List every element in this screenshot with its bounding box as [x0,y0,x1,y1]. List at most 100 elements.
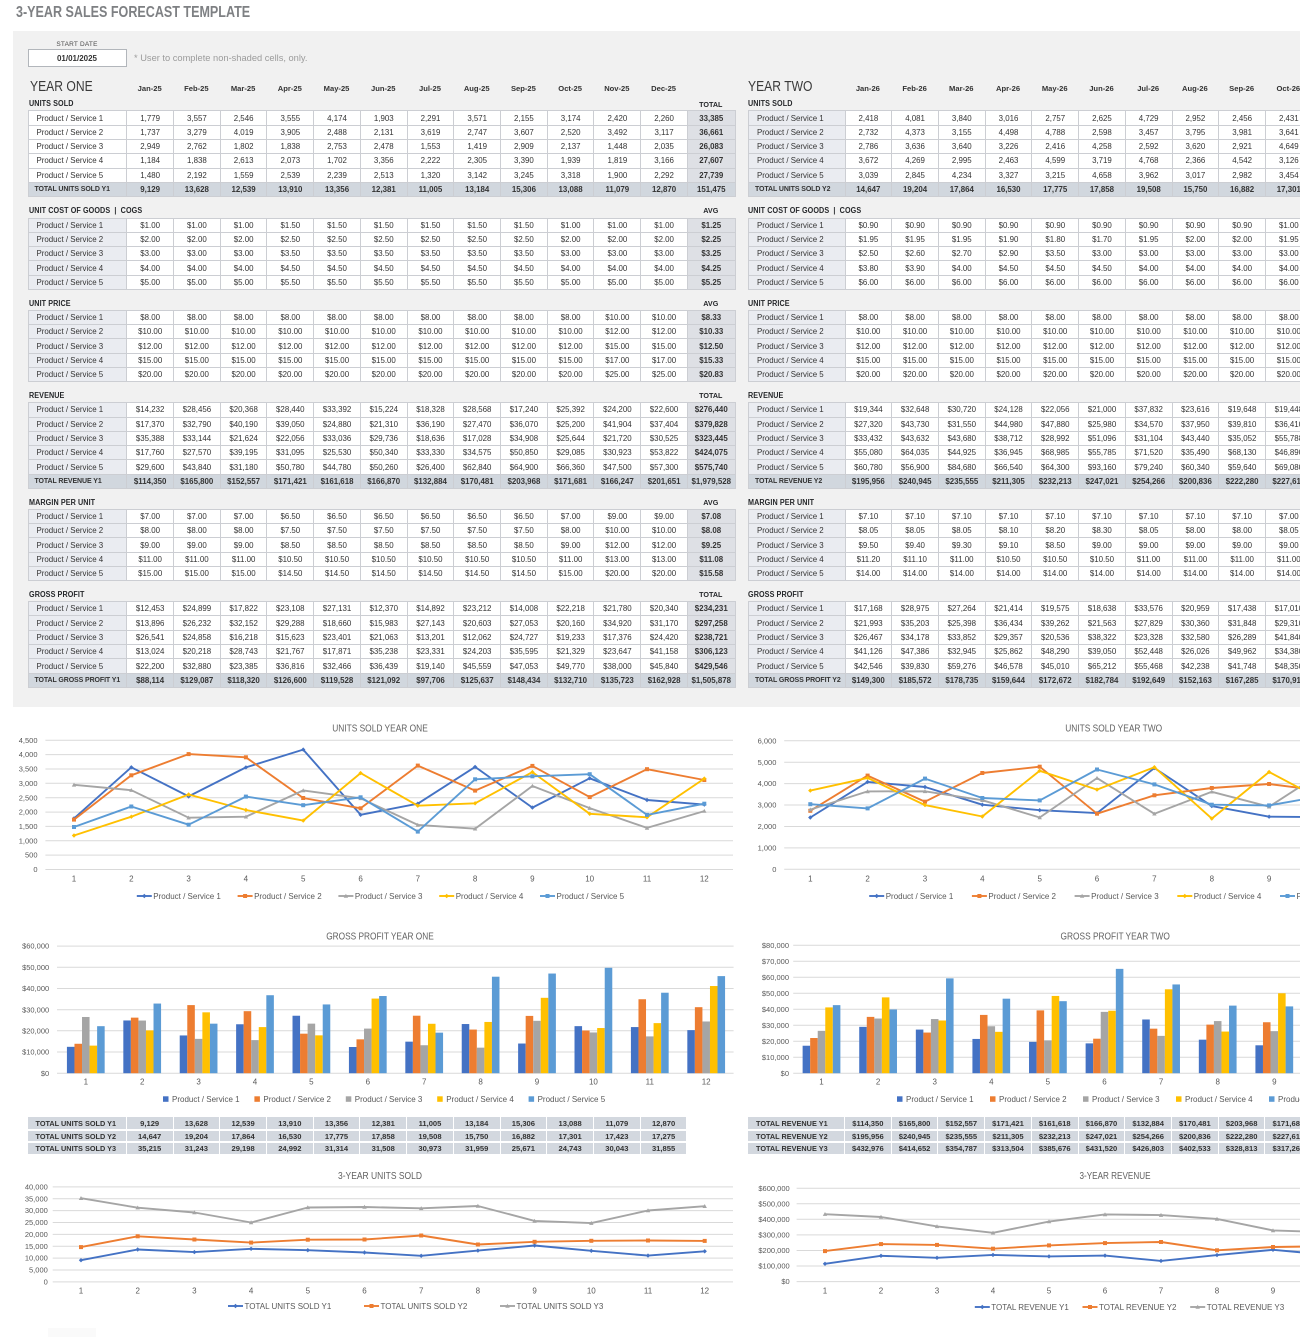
svg-text:2: 2 [135,1287,140,1296]
svg-text:6: 6 [1102,1078,1107,1087]
svg-text:$10,000: $10,000 [22,1048,49,1057]
svg-text:$0: $0 [781,1277,789,1286]
svg-text:3-YEAR REVENUE: 3-YEAR REVENUE [1080,1171,1151,1182]
svg-text:5,000: 5,000 [758,758,777,767]
svg-text:7: 7 [416,875,421,884]
svg-text:5: 5 [309,1078,314,1087]
svg-text:7: 7 [1159,1078,1164,1087]
svg-text:3: 3 [192,1287,197,1296]
svg-text:$200,000: $200,000 [758,1246,789,1255]
svg-text:25,000: 25,000 [25,1218,48,1227]
svg-text:Product / Service 5: Product / Service 5 [1278,1095,1300,1104]
svg-text:7: 7 [1152,875,1157,884]
svg-text:8: 8 [473,875,478,884]
svg-text:TOTAL UNITS SOLD Y1: TOTAL UNITS SOLD Y1 [245,1302,332,1311]
svg-text:3,500: 3,500 [19,765,38,774]
svg-text:3: 3 [923,875,928,884]
svg-text:10,000: 10,000 [25,1254,48,1263]
svg-text:4: 4 [253,1078,258,1087]
svg-text:UNITS SOLD YEAR ONE: UNITS SOLD YEAR ONE [332,724,428,735]
svg-text:TOTAL UNITS SOLD Y3: TOTAL UNITS SOLD Y3 [517,1302,604,1311]
svg-text:$60,000: $60,000 [762,973,789,982]
svg-text:$400,000: $400,000 [758,1215,789,1224]
svg-text:Product / Service 1: Product / Service 1 [886,892,954,901]
svg-text:3,000: 3,000 [19,779,38,788]
svg-text:$20,000: $20,000 [22,1026,49,1035]
svg-text:2,500: 2,500 [19,793,38,802]
svg-text:Product / Service 3: Product / Service 3 [1092,1095,1160,1104]
svg-text:1: 1 [84,1078,89,1087]
svg-text:2: 2 [879,1287,884,1296]
svg-text:$70,000: $70,000 [762,957,789,966]
svg-text:$300,000: $300,000 [758,1231,789,1240]
svg-text:$20,000: $20,000 [762,1037,789,1046]
svg-text:11: 11 [643,875,652,884]
svg-text:0: 0 [44,1278,48,1287]
svg-text:11: 11 [646,1078,655,1087]
svg-text:10: 10 [587,1287,596,1296]
svg-text:3: 3 [186,875,191,884]
svg-text:$0: $0 [41,1069,49,1078]
svg-text:4: 4 [989,1078,994,1087]
svg-text:1: 1 [819,1078,824,1087]
svg-text:$10,000: $10,000 [762,1053,789,1062]
svg-text:Product / Service 2: Product / Service 2 [263,1095,331,1104]
svg-text:6: 6 [1103,1287,1108,1296]
svg-text:2: 2 [865,875,870,884]
svg-text:10: 10 [589,1078,598,1087]
svg-text:Product / Service 4: Product / Service 4 [456,892,524,901]
svg-text:20,000: 20,000 [25,1230,48,1239]
svg-text:0: 0 [772,865,776,874]
svg-text:6: 6 [358,875,363,884]
svg-text:1: 1 [72,875,77,884]
svg-text:GROSS PROFIT YEAR TWO: GROSS PROFIT YEAR TWO [1061,932,1170,943]
svg-text:1: 1 [823,1287,828,1296]
svg-text:7: 7 [422,1078,427,1087]
svg-text:$30,000: $30,000 [762,1021,789,1030]
svg-text:4,500: 4,500 [19,736,38,745]
svg-text:GROSS PROFIT YEAR ONE: GROSS PROFIT YEAR ONE [326,932,434,943]
svg-text:$30,000: $30,000 [22,1005,49,1014]
svg-text:1,000: 1,000 [758,844,777,853]
svg-text:6: 6 [362,1287,367,1296]
svg-text:1: 1 [808,875,813,884]
svg-text:3-YEAR UNITS SOLD: 3-YEAR UNITS SOLD [338,1171,422,1182]
svg-text:Product / Service 1: Product / Service 1 [153,892,221,901]
svg-text:Product / Service 4: Product / Service 4 [1194,892,1262,901]
svg-text:12: 12 [700,1287,709,1296]
svg-text:4: 4 [980,875,985,884]
svg-text:5: 5 [301,875,306,884]
svg-text:30,000: 30,000 [25,1206,48,1215]
svg-text:11: 11 [644,1287,653,1296]
svg-text:Product / Service 2: Product / Service 2 [999,1095,1067,1104]
svg-text:6: 6 [366,1078,371,1087]
svg-text:8: 8 [478,1078,483,1087]
svg-text:2,000: 2,000 [19,808,38,817]
svg-text:4,000: 4,000 [19,750,38,759]
svg-text:9: 9 [1271,1287,1276,1296]
svg-text:5: 5 [306,1287,311,1296]
svg-text:Product / Service 5: Product / Service 5 [1297,892,1300,901]
svg-text:UNITS SOLD YEAR TWO: UNITS SOLD YEAR TWO [1065,724,1162,735]
svg-text:0: 0 [33,865,37,874]
svg-text:10: 10 [585,875,594,884]
svg-text:$40,000: $40,000 [22,984,49,993]
svg-text:8: 8 [476,1287,481,1296]
svg-text:Product / Service 4: Product / Service 4 [446,1095,514,1104]
svg-text:4: 4 [244,875,249,884]
svg-text:2: 2 [140,1078,145,1087]
svg-text:6: 6 [1095,875,1100,884]
svg-text:TOTAL REVENUE Y2: TOTAL REVENUE Y2 [1099,1303,1177,1312]
svg-text:TOTAL UNITS SOLD Y2: TOTAL UNITS SOLD Y2 [381,1302,468,1311]
svg-text:1,000: 1,000 [19,836,38,845]
svg-text:$60,000: $60,000 [22,942,49,951]
svg-text:Product / Service 1: Product / Service 1 [906,1095,974,1104]
svg-text:5: 5 [1037,875,1042,884]
svg-text:$600,000: $600,000 [758,1184,789,1193]
svg-text:Product / Service 2: Product / Service 2 [254,892,322,901]
svg-text:4: 4 [249,1287,254,1296]
svg-text:9: 9 [1272,1078,1277,1087]
svg-text:12: 12 [700,875,709,884]
svg-text:$100,000: $100,000 [758,1262,789,1271]
svg-text:12: 12 [702,1078,711,1087]
